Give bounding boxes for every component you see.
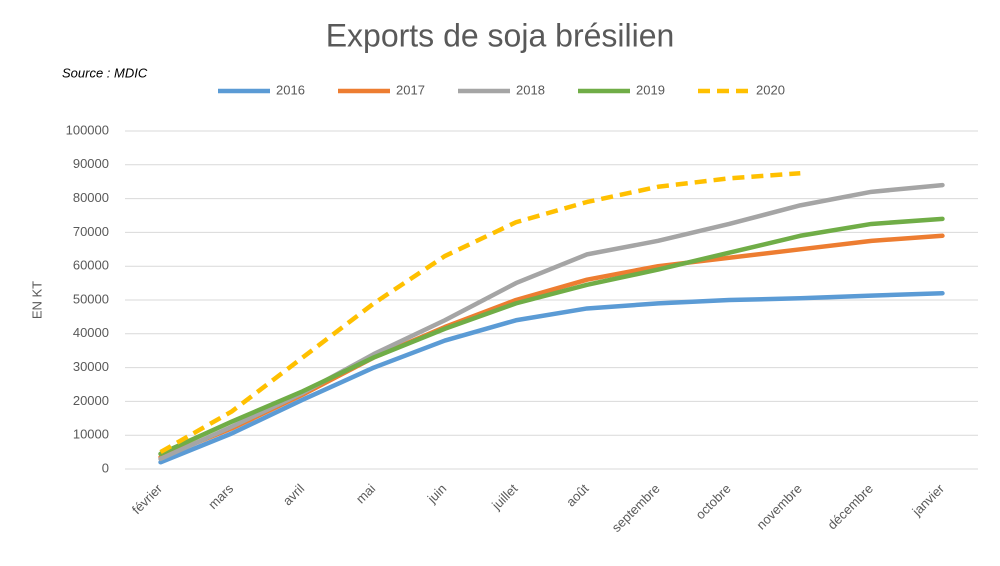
series-line xyxy=(158,290,945,465)
legend-label: 2018 xyxy=(516,82,545,97)
series-line xyxy=(159,171,801,455)
y-tick-label: 30000 xyxy=(73,359,109,374)
y-axis-label: EN KT xyxy=(29,281,44,319)
y-tick-label: 0 xyxy=(102,460,109,475)
y-tick-label: 60000 xyxy=(73,258,109,273)
y-tick-label: 50000 xyxy=(73,291,109,306)
y-tick-label: 40000 xyxy=(73,325,109,340)
y-tick-label: 20000 xyxy=(73,393,109,408)
y-tick-label: 70000 xyxy=(73,224,109,239)
y-tick-label: 90000 xyxy=(73,156,109,171)
y-tick-label: 10000 xyxy=(73,427,109,442)
legend-label: 2017 xyxy=(396,82,425,97)
legend-label: 2020 xyxy=(756,82,785,97)
chart-title: Exports de soja brésilien xyxy=(326,17,675,53)
subtitle: Source : MDIC xyxy=(62,65,148,80)
legend-label: 2016 xyxy=(276,82,305,97)
series-line xyxy=(158,216,945,457)
legend-label: 2019 xyxy=(636,82,665,97)
y-tick-label: 80000 xyxy=(73,190,109,205)
y-tick-label: 100000 xyxy=(66,122,109,137)
